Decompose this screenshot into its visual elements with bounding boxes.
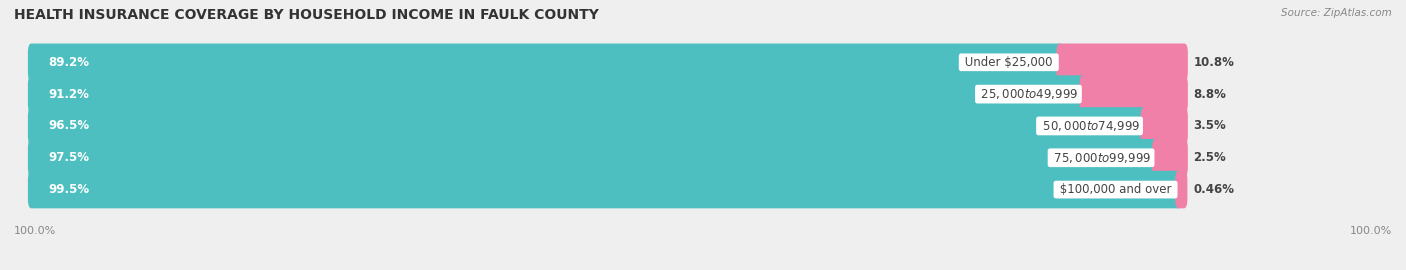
Text: Source: ZipAtlas.com: Source: ZipAtlas.com: [1281, 8, 1392, 18]
Text: 91.2%: 91.2%: [49, 87, 90, 101]
Text: Under $25,000: Under $25,000: [962, 56, 1056, 69]
FancyBboxPatch shape: [28, 107, 1147, 145]
Text: $75,000 to $99,999: $75,000 to $99,999: [1050, 151, 1152, 165]
FancyBboxPatch shape: [28, 171, 1182, 208]
Text: $50,000 to $74,999: $50,000 to $74,999: [1039, 119, 1140, 133]
Text: 8.8%: 8.8%: [1194, 87, 1226, 101]
FancyBboxPatch shape: [1140, 107, 1188, 145]
Text: 97.5%: 97.5%: [49, 151, 90, 164]
FancyBboxPatch shape: [31, 79, 1184, 109]
Text: 99.5%: 99.5%: [49, 183, 90, 196]
Text: 3.5%: 3.5%: [1194, 119, 1226, 133]
FancyBboxPatch shape: [31, 143, 1184, 172]
FancyBboxPatch shape: [28, 43, 1063, 81]
FancyBboxPatch shape: [31, 175, 1184, 204]
Text: 0.46%: 0.46%: [1194, 183, 1234, 196]
FancyBboxPatch shape: [28, 75, 1087, 113]
Text: 96.5%: 96.5%: [49, 119, 90, 133]
FancyBboxPatch shape: [31, 111, 1184, 141]
FancyBboxPatch shape: [1056, 43, 1188, 81]
FancyBboxPatch shape: [1152, 139, 1188, 177]
Text: 2.5%: 2.5%: [1194, 151, 1226, 164]
Text: $25,000 to $49,999: $25,000 to $49,999: [977, 87, 1080, 101]
Text: HEALTH INSURANCE COVERAGE BY HOUSEHOLD INCOME IN FAULK COUNTY: HEALTH INSURANCE COVERAGE BY HOUSEHOLD I…: [14, 8, 599, 22]
Text: 100.0%: 100.0%: [1350, 226, 1392, 236]
FancyBboxPatch shape: [31, 48, 1184, 77]
FancyBboxPatch shape: [28, 139, 1159, 177]
FancyBboxPatch shape: [1175, 171, 1188, 208]
Text: 100.0%: 100.0%: [14, 226, 56, 236]
FancyBboxPatch shape: [1080, 75, 1188, 113]
Text: $100,000 and over: $100,000 and over: [1056, 183, 1175, 196]
Text: 89.2%: 89.2%: [49, 56, 90, 69]
Text: 10.8%: 10.8%: [1194, 56, 1234, 69]
